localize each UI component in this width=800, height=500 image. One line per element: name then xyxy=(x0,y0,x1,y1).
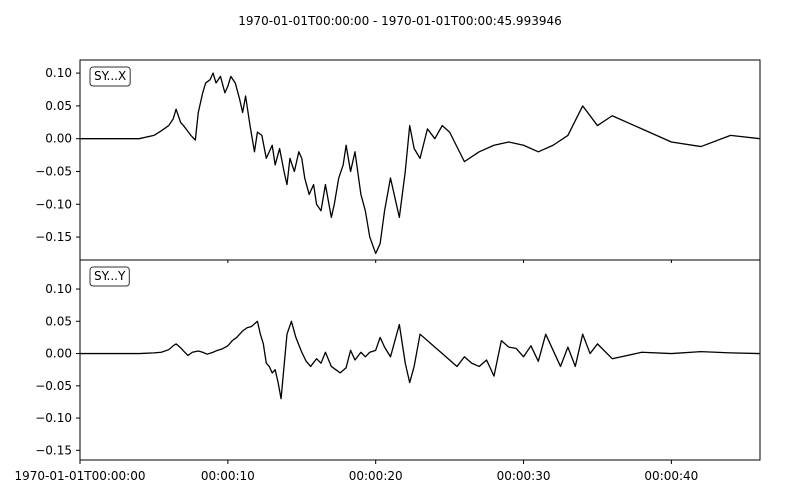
chart-title: 1970-01-01T00:00:00 - 1970-01-01T00:00:4… xyxy=(238,14,562,28)
panel-frame xyxy=(79,59,761,261)
trace-label-box xyxy=(89,66,131,87)
panel-2: 0.10 0.05 0.00 −0.05 −0.10 −0.15 SY...Y xyxy=(35,259,761,461)
y-tick-label: −0.05 xyxy=(35,164,72,178)
y-tick-label: −0.05 xyxy=(35,379,72,393)
y-tick-label: −0.10 xyxy=(35,411,72,425)
x-tick-label: 00:00:10 xyxy=(201,469,255,483)
trace-label-text: SY...X xyxy=(94,69,126,83)
y-tick-label: 0.10 xyxy=(45,282,72,296)
panel-1: 0.10 0.05 0.00 −0.05 −0.10 −0.15 SY...X xyxy=(35,59,761,261)
y-tick-label: −0.10 xyxy=(35,197,72,211)
panel-frame xyxy=(79,259,761,461)
panels-container: 0.10 0.05 0.00 −0.05 −0.10 −0.15 SY...X 0.10 0.0… xyxy=(35,59,761,461)
y-tick-label: −0.15 xyxy=(35,443,72,457)
y-tick-label: 0.10 xyxy=(45,66,72,80)
trace-label-text: SY...Y xyxy=(94,269,126,283)
y-tick-label: 0.00 xyxy=(45,347,72,361)
y-tick-label: −0.15 xyxy=(35,230,72,244)
trace-label-1: SY...X xyxy=(89,66,131,87)
y-tick-label: 0.05 xyxy=(45,314,72,328)
series-line-1 xyxy=(80,72,761,255)
x-tick-label: 00:00:40 xyxy=(644,469,698,483)
x-tick-label: 1970-01-01T00:00:00 xyxy=(15,469,146,483)
trace-label-2: SY...Y xyxy=(89,266,130,287)
x-tick-label: 00:00:30 xyxy=(497,469,551,483)
y-tick-label: 0.00 xyxy=(45,132,72,146)
series-line-2 xyxy=(80,320,760,400)
y-tick-label: 0.05 xyxy=(45,99,72,113)
x-axis: 1970-01-01T00:00:00 00:00:10 00:00:20 00:00… xyxy=(15,260,698,483)
trace-label-box xyxy=(89,266,130,287)
x-tick-label: 00:00:20 xyxy=(349,469,403,483)
